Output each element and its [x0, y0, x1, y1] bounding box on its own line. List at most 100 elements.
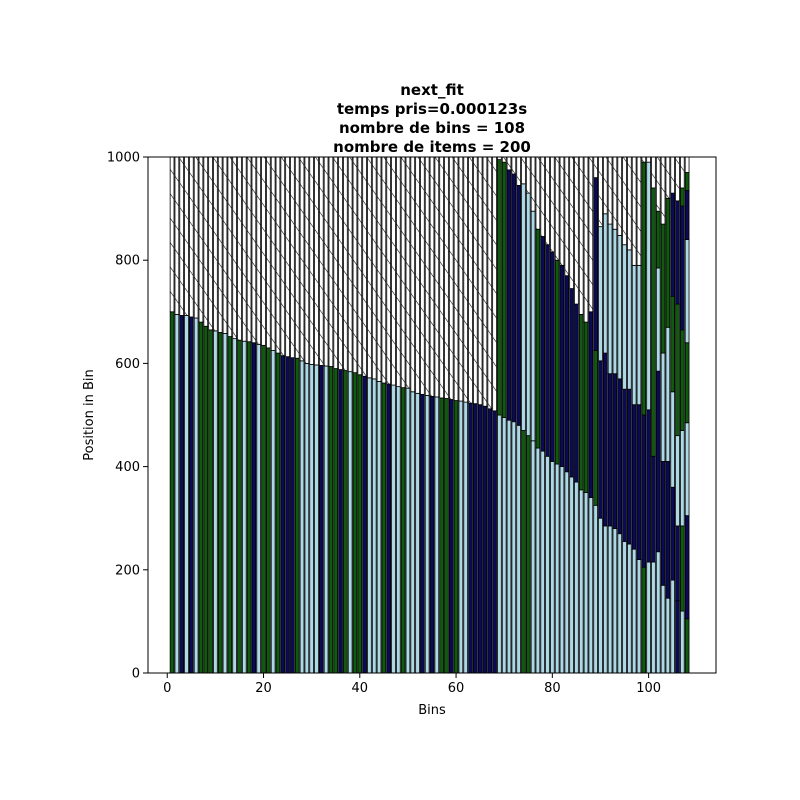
bin-47-empty-space [391, 156, 396, 386]
y-tick-label: 800 [115, 254, 140, 269]
bin-32-item-1 [318, 365, 324, 674]
bin-77-item-2 [535, 228, 541, 449]
bin-95-item-1 [622, 541, 627, 674]
bin-40-empty-space [357, 156, 363, 376]
bin-52-empty-space [415, 156, 420, 394]
bin-93-empty-space [612, 156, 618, 230]
bin-6-empty-space [193, 156, 199, 319]
bin-3-item-1 [179, 315, 185, 674]
bin-76-item-2 [530, 210, 536, 442]
bin-76-item-1 [530, 440, 536, 674]
bin-103-item-3 [660, 352, 666, 462]
bin-90-item-3 [598, 226, 603, 362]
bin-11-item-1 [217, 332, 223, 674]
bin-85-item-1 [574, 481, 579, 674]
bin-108-item-6 [684, 190, 690, 240]
bin-79-empty-space [545, 156, 550, 246]
bin-29-item-1 [304, 362, 310, 674]
bin-79-item-1 [545, 455, 550, 674]
bin-57-empty-space [439, 156, 444, 399]
bin-4-item-1 [184, 315, 189, 674]
bin-62-empty-space [463, 156, 469, 403]
bin-95-empty-space [622, 156, 627, 246]
bin-102-item-3 [655, 267, 661, 372]
bin-21-empty-space [266, 156, 271, 349]
bin-79-item-2 [545, 244, 550, 457]
bin-77-item-1 [535, 447, 541, 674]
bin-51-empty-space [410, 156, 416, 393]
bin-32-empty-space [318, 156, 324, 366]
bin-106-item-5 [675, 200, 680, 305]
y-tick-label: 1000 [107, 151, 140, 166]
bin-23-item-1 [275, 352, 281, 674]
bin-102-item-1 [655, 551, 661, 674]
bin-70-item-2 [501, 161, 507, 418]
bin-105-item-5 [670, 192, 676, 297]
y-tick-label: 600 [115, 357, 140, 372]
bin-42-empty-space [367, 156, 372, 379]
bin-98-empty-space [636, 156, 642, 266]
bin-51-item-1 [410, 391, 416, 674]
bin-78-empty-space [540, 156, 546, 237]
bin-106-item-1 [675, 600, 680, 674]
bin-60-empty-space [453, 156, 459, 401]
bin-87-empty-space [583, 156, 589, 323]
bin-108-item-1 [684, 618, 690, 674]
bin-29-empty-space [304, 156, 310, 364]
bin-105-empty-space [670, 156, 676, 194]
bin-106-item-2 [675, 525, 680, 602]
bin-30-item-1 [309, 364, 314, 674]
x-tick-label: 80 [544, 681, 561, 696]
bin-40-item-1 [357, 374, 363, 674]
bin-100-empty-space [646, 156, 651, 163]
bin-2-item-1 [174, 313, 180, 674]
bin-15-item-1 [237, 339, 242, 674]
bin-65-empty-space [477, 156, 483, 406]
bin-24-empty-space [280, 156, 286, 357]
bin-88-item-2 [588, 311, 594, 498]
bin-39-empty-space [352, 156, 358, 374]
bin-16-item-1 [241, 340, 247, 674]
bin-52-item-1 [415, 392, 420, 674]
bin-93-item-1 [612, 528, 618, 674]
bin-71-empty-space [506, 156, 512, 171]
bin-39-item-1 [352, 372, 358, 674]
bin-61-empty-space [458, 156, 464, 402]
bin-93-item-2 [612, 373, 618, 529]
bin-1-item-1 [169, 311, 175, 674]
title-line-3: nombre de bins = 108 [339, 119, 525, 137]
bin-76-empty-space [530, 156, 536, 212]
bin-33-empty-space [323, 156, 329, 367]
bin-27-item-1 [294, 357, 300, 674]
bin-53-item-1 [420, 393, 425, 674]
bin-62-item-1 [463, 401, 469, 674]
bin-13-empty-space [227, 156, 233, 337]
bin-106-empty-space [675, 156, 680, 202]
bin-108-item-4 [684, 342, 690, 424]
bin-96-item-1 [627, 543, 632, 674]
bin-67-empty-space [487, 156, 493, 410]
bin-46-empty-space [386, 156, 392, 385]
bin-18-item-1 [251, 342, 257, 674]
bin-41-item-1 [362, 375, 367, 674]
bin-55-item-1 [429, 396, 435, 674]
bin-92-empty-space [607, 156, 613, 225]
x-axis-ticks: 0 20 40 60 80 100 [163, 673, 661, 696]
bin-31-empty-space [314, 156, 319, 366]
bin-7-item-1 [198, 321, 204, 674]
bin-107-item-6 [679, 187, 685, 207]
bin-55-empty-space [429, 156, 435, 397]
bin-49-empty-space [400, 156, 406, 389]
bin-54-item-1 [424, 394, 430, 674]
bin-3-empty-space [179, 156, 185, 316]
bin-98-item-3 [636, 264, 642, 406]
bin-28-item-1 [299, 360, 305, 674]
bin-17-item-1 [246, 341, 252, 674]
bin-107-item-3 [679, 430, 685, 527]
bin-4-empty-space [184, 156, 189, 316]
bin-44-item-1 [376, 381, 382, 674]
bin-104-item-1 [665, 597, 671, 674]
bin-28-empty-space [299, 156, 305, 362]
bin-16-empty-space [241, 156, 247, 342]
